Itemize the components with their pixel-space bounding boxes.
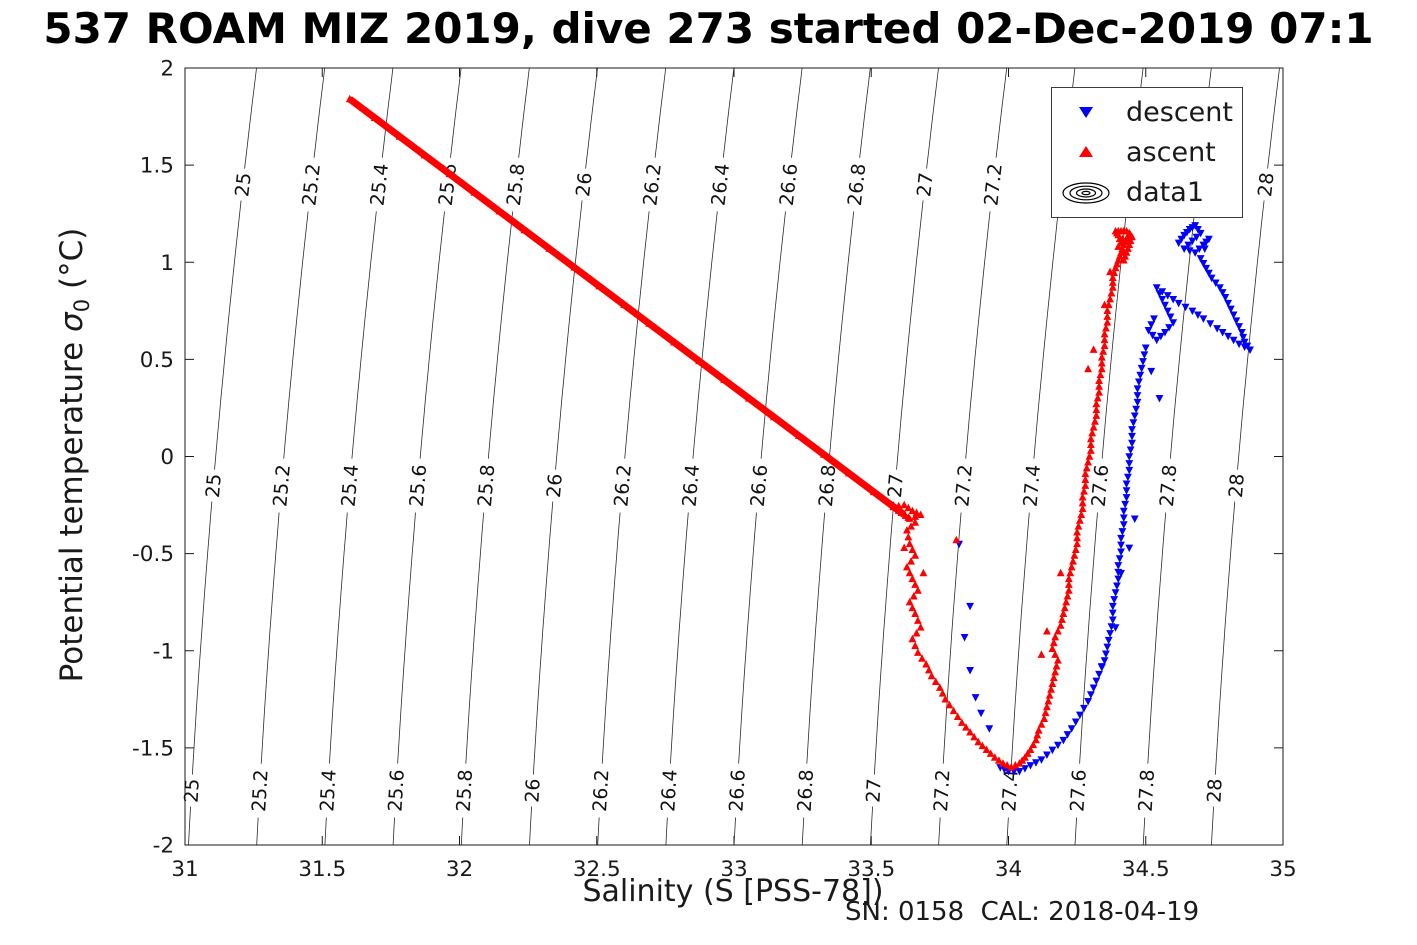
svg-text:32.5: 32.5 (573, 857, 621, 882)
svg-text:27.2: 27.2 (930, 769, 954, 813)
legend-item-ascent[interactable]: ascent (1052, 132, 1242, 172)
legend-item-data1[interactable]: data1 (1052, 173, 1242, 213)
svg-text:25.2: 25.2 (298, 162, 325, 207)
svg-text:25.4: 25.4 (338, 464, 364, 508)
svg-text:0: 0 (160, 445, 174, 470)
svg-text:1.5: 1.5 (140, 154, 174, 179)
svg-text:27.8: 27.8 (1135, 769, 1159, 813)
legend-label-ascent: ascent (1126, 136, 1216, 168)
svg-text:26.6: 26.6 (747, 464, 773, 508)
svg-text:27.8: 27.8 (1156, 464, 1182, 508)
axes: 31 31.5 32 32.5 33 33.5 34 34.5 35 -2 -1.5 -1 -0.5 0 0… (132, 57, 1297, 882)
legend: descent ascent data1 (1051, 87, 1243, 218)
svg-text:31: 31 (171, 857, 198, 882)
svg-text:25.2: 25.2 (269, 464, 295, 508)
svg-text:25.2: 25.2 (248, 769, 272, 813)
svg-text:25: 25 (180, 778, 203, 803)
svg-text:27: 27 (913, 171, 938, 197)
svg-text:35: 35 (1269, 857, 1296, 882)
svg-text:26: 26 (521, 778, 544, 803)
svg-text:25.4: 25.4 (316, 769, 340, 813)
series-ascent (345, 94, 1136, 771)
svg-text:27: 27 (862, 778, 885, 803)
series-descent (955, 222, 1254, 776)
svg-text:26.2: 26.2 (639, 162, 666, 207)
svg-text:25: 25 (231, 171, 256, 197)
svg-text:-2: -2 (153, 834, 174, 859)
svg-text:32: 32 (446, 857, 473, 882)
svg-text:26.4: 26.4 (657, 769, 681, 813)
svg-text:27.2: 27.2 (951, 464, 977, 508)
svg-text:-1.5: -1.5 (132, 736, 174, 761)
svg-text:26: 26 (543, 473, 567, 499)
svg-text:27.4: 27.4 (998, 769, 1022, 813)
svg-text:27.4: 27.4 (1020, 464, 1046, 508)
svg-text:33: 33 (720, 857, 747, 882)
svg-text:1: 1 (160, 251, 174, 276)
svg-text:33.5: 33.5 (847, 857, 895, 882)
svg-text:27: 27 (884, 473, 908, 499)
svg-text:26.4: 26.4 (679, 464, 705, 508)
svg-text:25: 25 (202, 473, 226, 499)
svg-text:26.6: 26.6 (725, 769, 749, 813)
svg-text:28: 28 (1203, 778, 1226, 803)
descent-marker-icon (1060, 105, 1112, 119)
legend-label-data1: data1 (1126, 177, 1204, 209)
svg-text:26: 26 (572, 171, 597, 197)
svg-text:26.2: 26.2 (589, 769, 613, 813)
contour-rings-icon (1060, 180, 1112, 206)
svg-text:-0.5: -0.5 (132, 542, 174, 567)
svg-text:2: 2 (160, 57, 174, 82)
legend-item-descent[interactable]: descent (1052, 92, 1242, 132)
svg-text:31.5: 31.5 (298, 857, 346, 882)
svg-text:25.8: 25.8 (503, 162, 530, 207)
svg-text:34: 34 (995, 857, 1022, 882)
svg-text:26.8: 26.8 (844, 162, 871, 207)
svg-text:28: 28 (1254, 171, 1279, 197)
isopycnal-labels: 25 25 25 25.2 25.2 25.2 25.4 25.4 25.4 25.6 25.6 25… (179, 156, 1279, 819)
legend-label-descent: descent (1126, 96, 1233, 128)
svg-text:26.8: 26.8 (815, 464, 841, 508)
sn-cal-text: SN: 0158 CAL: 2018-04-19 (845, 897, 1200, 927)
svg-text:27.2: 27.2 (980, 162, 1007, 207)
svg-text:25.8: 25.8 (474, 464, 500, 508)
svg-text:27.6: 27.6 (1066, 769, 1090, 813)
chart-title: 537 ROAM MIZ 2019, dive 273 started 02-D… (43, 4, 1374, 53)
svg-text:26.2: 26.2 (610, 464, 636, 508)
svg-text:28: 28 (1225, 473, 1249, 499)
svg-text:25.6: 25.6 (384, 769, 408, 813)
svg-text:34.5: 34.5 (1122, 857, 1170, 882)
x-axis-label: Salinity (S [PSS-78]) (582, 874, 884, 909)
svg-text:26.6: 26.6 (776, 162, 803, 207)
svg-text:25.8: 25.8 (453, 769, 477, 813)
ascent-marker-icon (1060, 145, 1112, 159)
svg-text:26.4: 26.4 (708, 162, 735, 207)
svg-text:25.6: 25.6 (406, 464, 432, 508)
svg-text:27.6: 27.6 (1088, 464, 1114, 508)
svg-text:25.4: 25.4 (367, 162, 394, 207)
svg-text:-1: -1 (153, 639, 174, 664)
svg-text:26.8: 26.8 (794, 769, 818, 813)
svg-text:0.5: 0.5 (140, 348, 174, 373)
